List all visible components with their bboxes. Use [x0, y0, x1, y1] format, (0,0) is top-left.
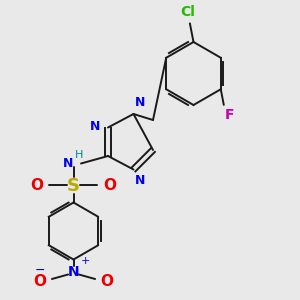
Text: O: O: [103, 178, 116, 194]
Text: +: +: [81, 256, 90, 266]
Text: N: N: [68, 265, 79, 278]
Text: N: N: [135, 174, 146, 187]
Text: N: N: [135, 97, 146, 110]
Text: O: O: [100, 274, 113, 290]
Text: N: N: [90, 119, 101, 133]
Text: Cl: Cl: [181, 5, 196, 20]
Text: −: −: [35, 264, 45, 277]
Text: O: O: [31, 178, 44, 194]
Text: S: S: [67, 177, 80, 195]
Text: O: O: [34, 274, 46, 290]
Text: N: N: [63, 157, 74, 170]
Text: F: F: [224, 108, 234, 122]
Text: H: H: [75, 150, 83, 160]
